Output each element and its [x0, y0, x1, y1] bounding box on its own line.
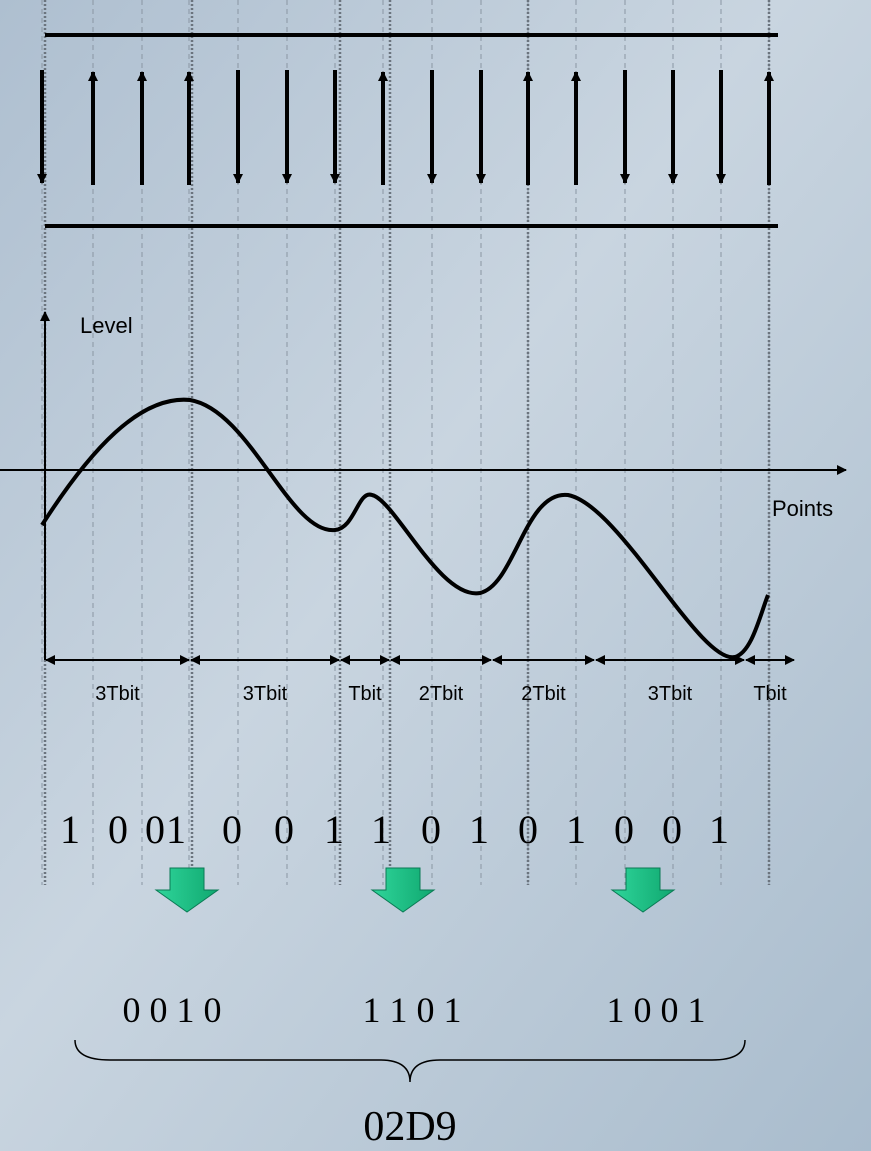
interval-label: 2Tbit	[419, 683, 464, 705]
nibble: 1 0 0 1	[607, 990, 706, 1030]
interval-label: 3Tbit	[243, 683, 288, 705]
page: {"axis_labels": {"y": "Level", "x": "Poi…	[0, 0, 871, 1151]
diagram: Level Points 3Tbit 3Tbit Tbit 2Tbit 2Tbit 3Tb…	[0, 0, 871, 1151]
bit: 1	[166, 807, 186, 852]
bit: 0	[222, 807, 242, 852]
interval-label: 2Tbit	[521, 683, 566, 705]
bit: 0	[614, 807, 634, 852]
bit: 1	[469, 807, 489, 852]
bit: 1	[60, 807, 80, 852]
bit: 0	[421, 807, 441, 852]
bit: 0	[145, 807, 165, 852]
nibble: 0 0 1 0	[123, 990, 222, 1030]
bit: 1	[709, 807, 729, 852]
y-axis-label: Level	[80, 313, 133, 338]
nibbles: 0 0 1 0 1 1 0 1 1 0 0 1	[123, 990, 706, 1030]
bit: 1	[566, 807, 586, 852]
interval-label: Tbit	[753, 683, 787, 705]
bit: 0	[518, 807, 538, 852]
bit: 0	[108, 807, 128, 852]
bit: 1	[324, 807, 344, 852]
bit: 0	[662, 807, 682, 852]
background	[0, 0, 871, 1151]
bit: 1	[371, 807, 391, 852]
x-axis-label: Points	[772, 496, 833, 521]
bit: 0	[274, 807, 294, 852]
interval-label: Tbit	[348, 683, 382, 705]
interval-label: 3Tbit	[95, 683, 140, 705]
nibble: 1 1 0 1	[363, 990, 462, 1030]
hex-result: 02D9	[363, 1104, 456, 1150]
interval-label: 3Tbit	[648, 683, 693, 705]
